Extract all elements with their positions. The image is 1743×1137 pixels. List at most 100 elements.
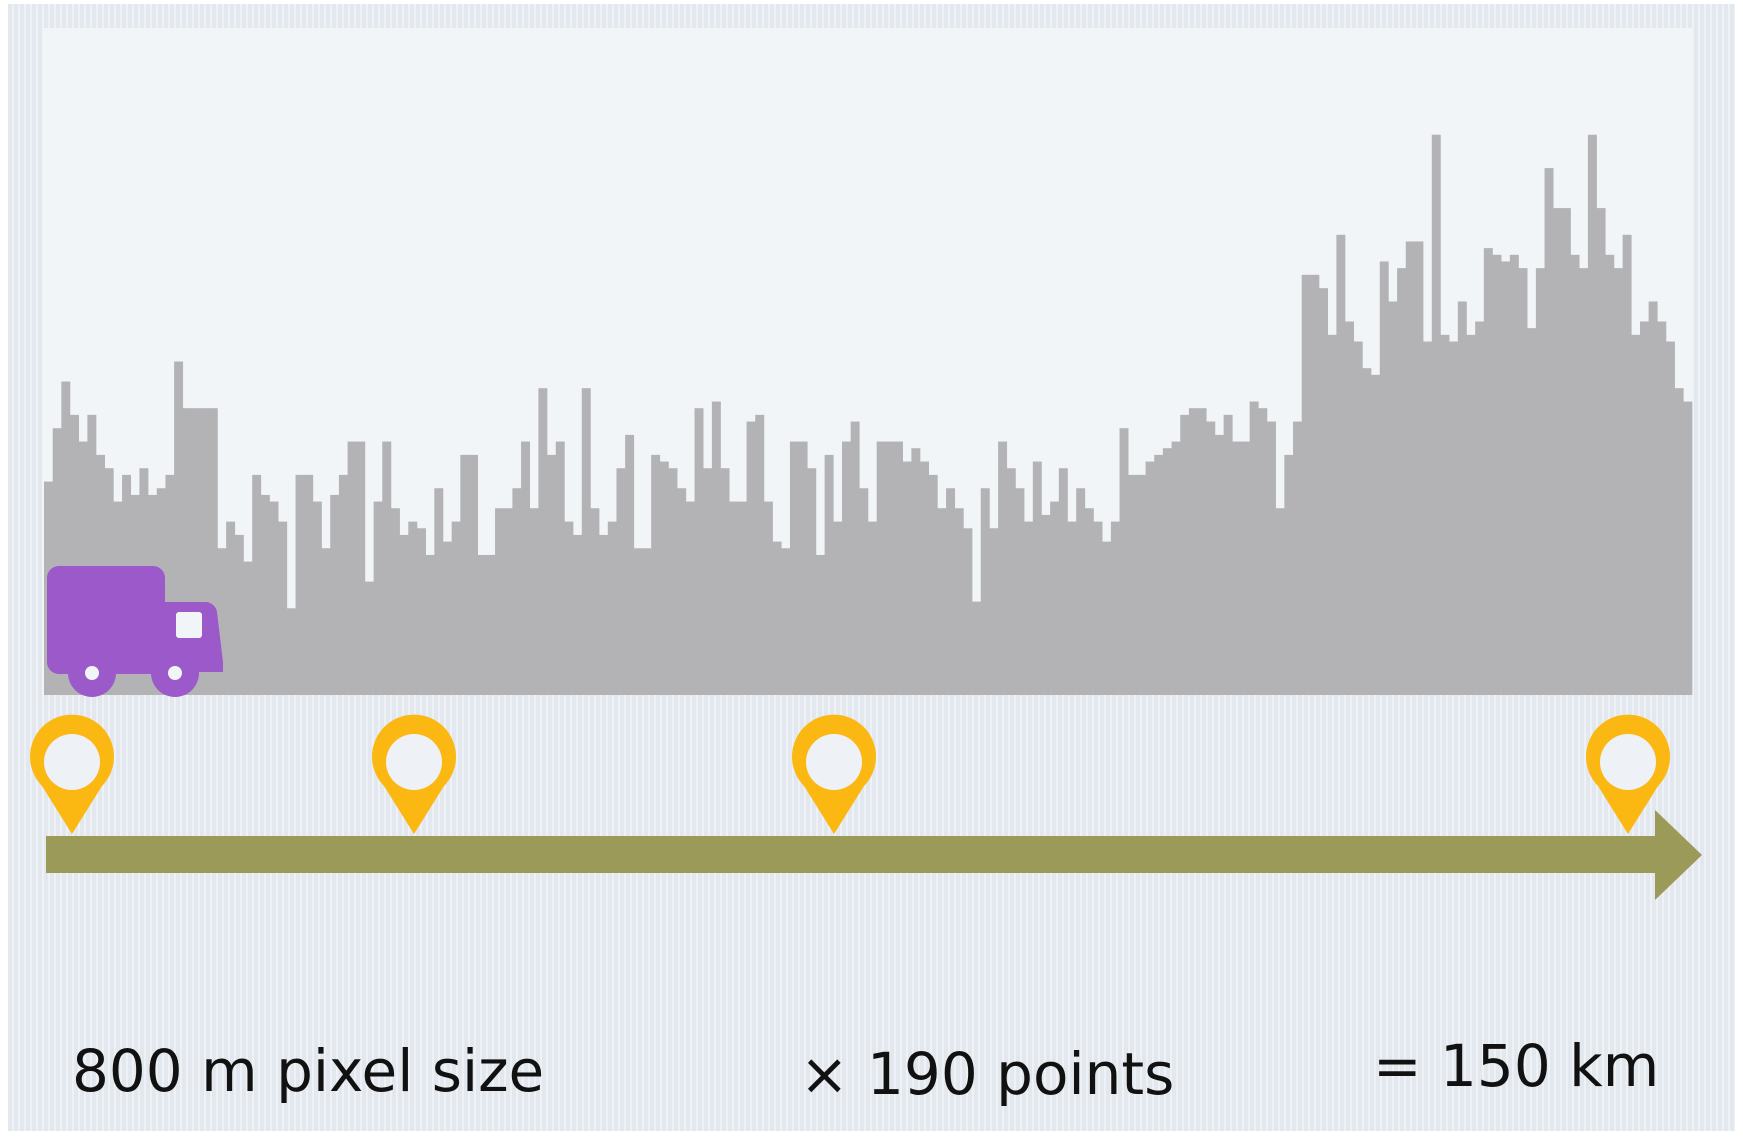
bar [902,461,912,695]
bar [1093,521,1103,695]
bar [564,521,574,695]
bar [1293,421,1302,695]
bar [573,534,583,695]
bar [963,528,973,695]
bar [304,474,314,695]
bar [1102,541,1112,695]
bar [1214,434,1224,695]
bar [1232,441,1242,695]
bar [61,381,71,695]
truck-icon [47,566,223,697]
bar [763,501,773,695]
bar [390,508,400,695]
bar [720,468,730,695]
bar [1206,421,1216,695]
bar [833,521,843,695]
bar [269,501,279,695]
bar [841,441,851,695]
bar [1544,168,1554,695]
bar [824,454,834,695]
bar [659,461,669,695]
bar [1041,514,1051,695]
bar [920,461,930,695]
bar [946,488,956,695]
bar [486,554,496,695]
bar [989,528,999,695]
bar [451,521,461,695]
distance-label: = 150 km [1373,1032,1659,1100]
bar [1414,241,1424,695]
bar [217,548,227,695]
bar [1596,208,1606,695]
bar [1015,488,1025,695]
pixel-size-label: 800 m pixel size [72,1037,544,1105]
bar [807,468,817,695]
bar [1501,261,1511,695]
bar [1587,134,1597,696]
bar [885,441,895,695]
bar [1665,341,1675,695]
bar [590,508,600,695]
bar [477,554,487,695]
bar [1561,208,1571,695]
bar [1154,454,1164,695]
bar [252,474,262,695]
bar [1483,248,1493,696]
bar [781,548,791,695]
pin [372,714,456,834]
bar [286,608,296,695]
bar [312,501,322,695]
bar [1622,234,1632,695]
bar [1388,301,1398,695]
bar [512,488,522,695]
bar [1145,461,1155,695]
bar [321,548,331,695]
bar [503,508,513,695]
bar [651,454,661,695]
bar [1223,414,1233,695]
bar [1345,321,1355,695]
bar [642,548,652,695]
bar [1648,301,1658,695]
bar [52,428,62,695]
bar [1249,401,1259,695]
bar [937,508,947,695]
bar [1275,508,1285,695]
bar [1492,254,1502,695]
bar [1674,388,1684,695]
bar [191,408,201,695]
bar [1535,268,1545,695]
bar [746,421,756,695]
bar [928,474,938,695]
bar [1683,401,1693,695]
bar [1024,521,1034,695]
bar [495,508,505,695]
pin [1586,714,1670,834]
bar [165,474,175,695]
arrow [46,810,1702,900]
bar [859,488,869,695]
bar [295,474,305,695]
bar [356,441,366,695]
bar [737,501,747,695]
pins [30,714,1670,834]
bar [798,441,808,695]
bar [1613,268,1623,695]
bar [1371,374,1381,695]
bar [1397,268,1407,695]
bar [278,521,288,695]
bar [1475,321,1485,695]
bar [703,468,713,695]
bar [399,534,409,695]
bar [1431,134,1441,696]
bar [599,534,609,695]
bar [850,421,860,695]
bar [772,541,782,695]
bar [694,408,704,695]
bar [789,441,799,695]
bar [1353,341,1363,695]
pin [792,714,876,834]
bar [260,494,270,695]
bar [234,534,244,695]
bar [1449,341,1459,695]
